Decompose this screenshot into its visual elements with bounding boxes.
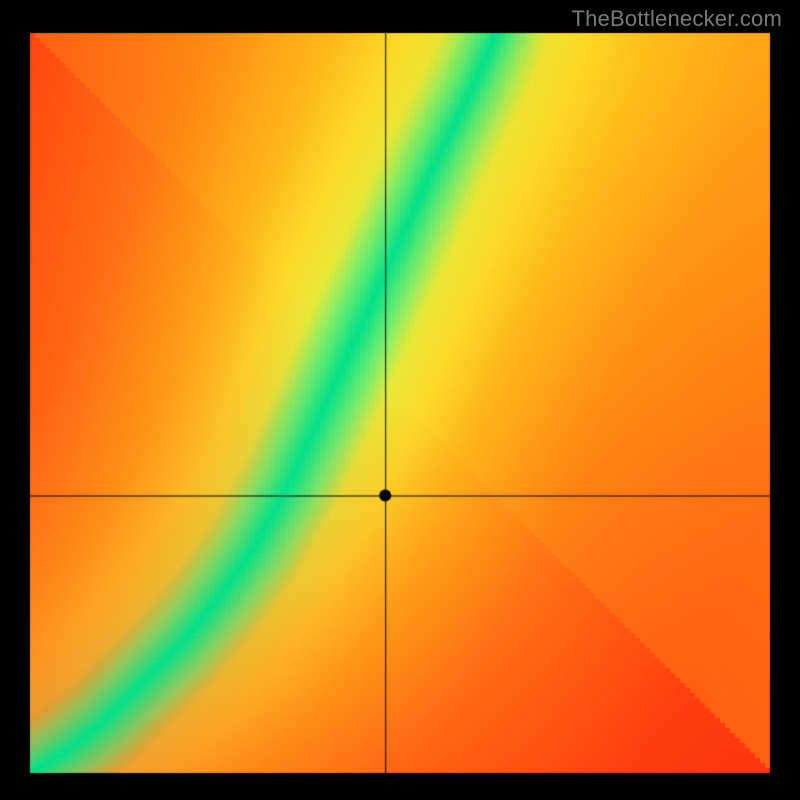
watermark-text: TheBottlenecker.com bbox=[572, 6, 782, 32]
chart-container: TheBottlenecker.com bbox=[0, 0, 800, 800]
heatmap-canvas bbox=[0, 0, 800, 800]
